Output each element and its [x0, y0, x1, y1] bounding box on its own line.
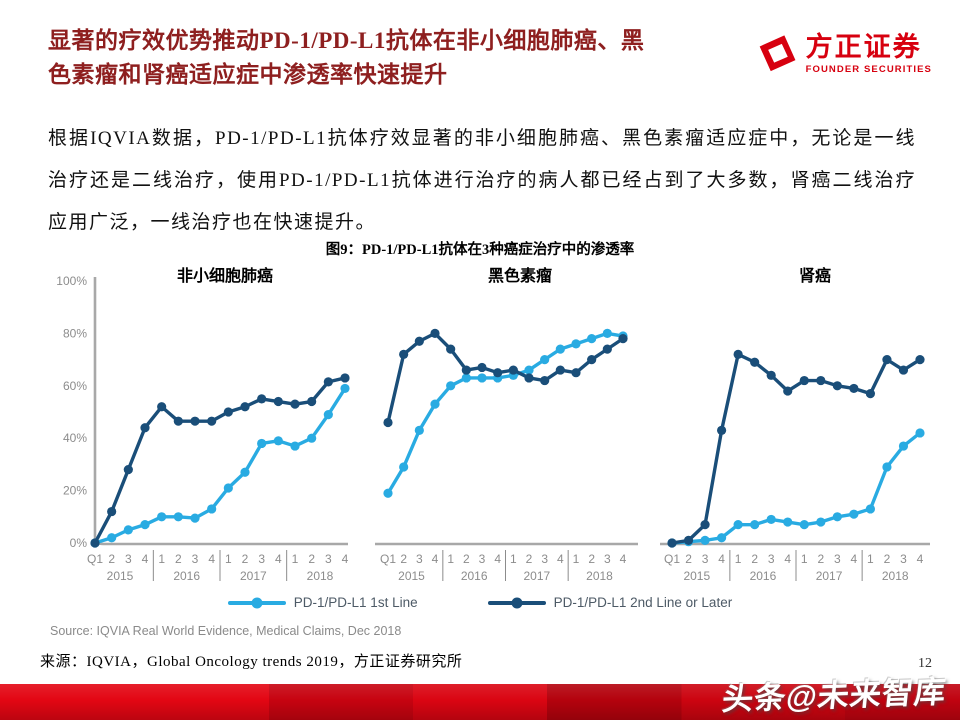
- legend-item-2nd-line: PD-1/PD-L1 2nd Line or Later: [487, 595, 733, 610]
- svg-text:2016: 2016: [173, 569, 200, 583]
- svg-text:2: 2: [685, 552, 692, 566]
- svg-text:1: 1: [735, 552, 742, 566]
- svg-text:3: 3: [834, 552, 841, 566]
- svg-text:1: 1: [510, 552, 517, 566]
- svg-text:3: 3: [541, 552, 548, 566]
- svg-text:1: 1: [573, 552, 580, 566]
- svg-text:1: 1: [225, 552, 232, 566]
- svg-text:2015: 2015: [398, 569, 425, 583]
- svg-text:80%: 80%: [63, 326, 87, 340]
- svg-text:2018: 2018: [882, 569, 909, 583]
- svg-text:3: 3: [900, 552, 907, 566]
- svg-text:2: 2: [463, 552, 470, 566]
- chart-legend: PD-1/PD-L1 1st Line PD-1/PD-L1 2nd Line …: [0, 595, 960, 610]
- svg-text:20%: 20%: [63, 484, 87, 498]
- svg-text:2016: 2016: [461, 569, 488, 583]
- legend-label-1st-line: PD-1/PD-L1 1st Line: [293, 595, 418, 610]
- svg-text:2: 2: [817, 552, 824, 566]
- legend-swatch-1st-line-icon: [227, 597, 286, 608]
- svg-text:1: 1: [158, 552, 165, 566]
- svg-text:2: 2: [308, 552, 315, 566]
- svg-text:非小细胞肺癌: 非小细胞肺癌: [177, 266, 273, 285]
- svg-text:3: 3: [416, 552, 423, 566]
- svg-text:2017: 2017: [816, 569, 843, 583]
- svg-text:2015: 2015: [683, 569, 710, 583]
- svg-text:黑色素瘤: 黑色素瘤: [488, 266, 552, 285]
- svg-text:4: 4: [208, 552, 215, 566]
- svg-text:0%: 0%: [70, 536, 88, 550]
- svg-text:1: 1: [867, 552, 874, 566]
- svg-text:3: 3: [258, 552, 265, 566]
- svg-text:3: 3: [604, 552, 611, 566]
- svg-text:4: 4: [917, 552, 924, 566]
- svg-text:4: 4: [142, 552, 149, 566]
- svg-text:2017: 2017: [240, 569, 267, 583]
- page-title: 显著的疗效优势推动PD-1/PD-L1抗体在非小细胞肺癌、黑色素瘤和肾癌适应症中…: [48, 28, 645, 87]
- svg-text:2: 2: [526, 552, 533, 566]
- svg-text:2: 2: [175, 552, 182, 566]
- svg-text:3: 3: [192, 552, 199, 566]
- svg-text:4: 4: [342, 552, 349, 566]
- svg-text:60%: 60%: [63, 379, 87, 393]
- svg-text:2018: 2018: [586, 569, 613, 583]
- svg-text:Q1: Q1: [664, 552, 680, 566]
- svg-text:2016: 2016: [750, 569, 777, 583]
- svg-text:4: 4: [432, 552, 439, 566]
- watermark-text: 头条@未来智库: [720, 674, 949, 717]
- legend-swatch-2nd-line-icon: [487, 597, 546, 608]
- svg-text:1: 1: [447, 552, 454, 566]
- svg-text:4: 4: [851, 552, 858, 566]
- logo-name-cn: 方正证券: [805, 32, 922, 62]
- svg-text:4: 4: [620, 552, 627, 566]
- svg-text:Q1: Q1: [380, 552, 396, 566]
- svg-text:3: 3: [125, 552, 132, 566]
- svg-text:1: 1: [801, 552, 808, 566]
- svg-text:2015: 2015: [107, 569, 134, 583]
- svg-text:3: 3: [768, 552, 775, 566]
- svg-text:2018: 2018: [307, 569, 334, 583]
- svg-text:4: 4: [494, 552, 501, 566]
- svg-text:4: 4: [275, 552, 282, 566]
- svg-text:3: 3: [479, 552, 486, 566]
- svg-text:肾癌: 肾癌: [799, 266, 831, 285]
- logo-name-en: FOUNDER SECURITIES: [805, 64, 932, 75]
- svg-text:4: 4: [557, 552, 564, 566]
- legend-item-1st-line: PD-1/PD-L1 1st Line: [227, 595, 418, 610]
- svg-text:2: 2: [400, 552, 407, 566]
- svg-text:2: 2: [588, 552, 595, 566]
- svg-text:2017: 2017: [523, 569, 550, 583]
- logo-text-block: 方正证券 FOUNDER SECURITIES: [806, 32, 932, 75]
- svg-text:2: 2: [242, 552, 249, 566]
- svg-text:100%: 100%: [56, 274, 87, 288]
- svg-text:3: 3: [325, 552, 332, 566]
- bottom-red-banner: [0, 684, 960, 720]
- svg-text:2: 2: [884, 552, 891, 566]
- report-source-note: 来源：IQVIA，Global Oncology trends 2019，方正证…: [40, 654, 463, 670]
- svg-text:2: 2: [751, 552, 758, 566]
- founder-securities-logo-icon: [759, 35, 796, 72]
- svg-text:2: 2: [108, 552, 115, 566]
- svg-text:Q1: Q1: [87, 552, 103, 566]
- figure-source-note: Source: IQVIA Real World Evidence, Medic…: [50, 624, 402, 638]
- svg-text:4: 4: [718, 552, 725, 566]
- body-paragraph: 根据IQVIA数据，PD-1/PD-L1抗体疗效显著的非小细胞肺癌、黑色素瘤适应…: [48, 128, 916, 233]
- figure-caption: 图9：PD-1/PD-L1抗体在3种癌症治疗中的渗透率: [325, 242, 635, 258]
- page-number: 12: [918, 656, 932, 671]
- svg-text:3: 3: [702, 552, 709, 566]
- svg-text:1: 1: [292, 552, 299, 566]
- svg-text:4: 4: [784, 552, 791, 566]
- svg-text:40%: 40%: [63, 431, 87, 445]
- legend-label-2nd-line: PD-1/PD-L1 2nd Line or Later: [553, 595, 733, 610]
- company-logo: 方正证券 FOUNDER SECURITIES: [752, 32, 932, 78]
